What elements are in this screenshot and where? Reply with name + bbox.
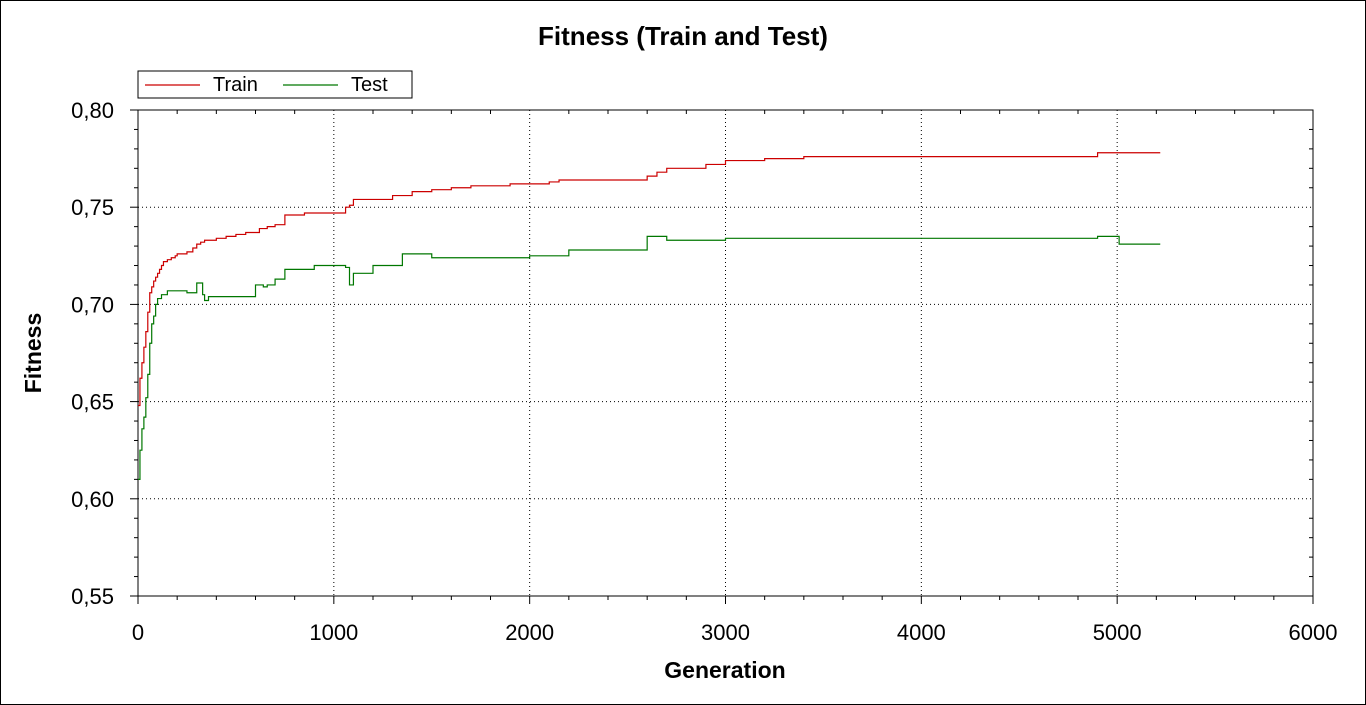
x-tick-label: 0	[132, 620, 144, 645]
x-tick-label: 4000	[897, 620, 946, 645]
series-lines	[138, 152, 1161, 480]
grid-lines	[138, 110, 1313, 596]
y-tick-label: 0,60	[71, 487, 114, 512]
y-tick-label: 0,65	[71, 390, 114, 415]
y-tick-label: 0,55	[71, 584, 114, 609]
legend: Train Test	[137, 70, 413, 99]
series-line-test	[138, 235, 1161, 480]
y-tick-label: 0,80	[71, 98, 114, 123]
x-axis-label: Generation	[664, 657, 785, 683]
legend-label-test: Test	[351, 74, 388, 96]
y-axis-ticks: 0,55 0,60 0,65 0,70 0,75 0,80	[71, 98, 1313, 609]
x-tick-label: 3000	[701, 620, 750, 645]
legend-label-train: Train	[213, 74, 258, 96]
chart-title: Fitness (Train and Test)	[538, 21, 828, 51]
x-axis-ticks: 0 1000 2000 3000 4000 5000 6000	[132, 110, 1338, 645]
y-axis-label: Fitness	[20, 313, 46, 394]
series-line-train	[138, 152, 1161, 407]
x-tick-label: 2000	[505, 620, 554, 645]
y-tick-label: 0,75	[71, 195, 114, 220]
y-tick-label: 0,70	[71, 292, 114, 317]
x-tick-label: 6000	[1289, 620, 1338, 645]
x-tick-label: 1000	[309, 620, 358, 645]
x-tick-label: 5000	[1093, 620, 1142, 645]
